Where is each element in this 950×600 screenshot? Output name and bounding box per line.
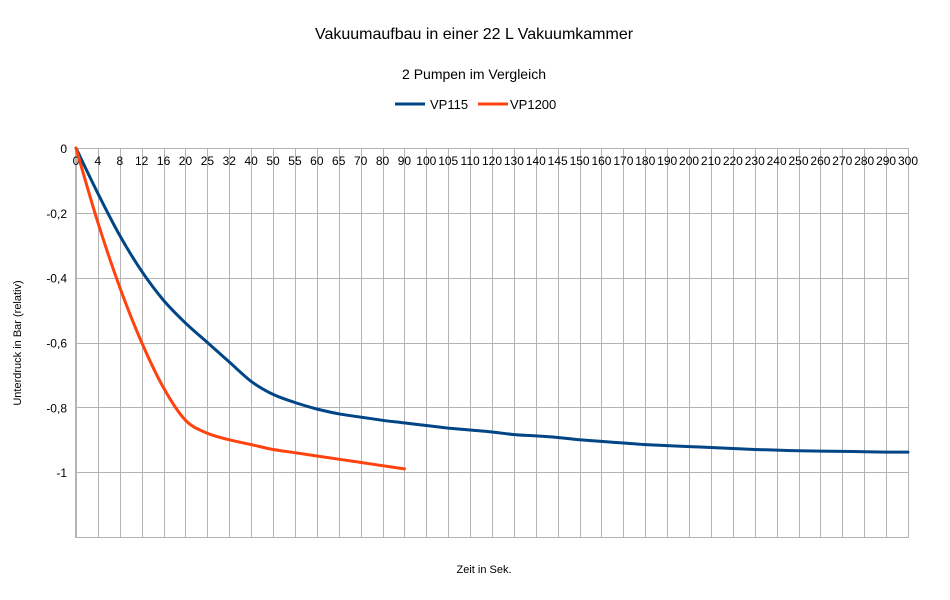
x-tick-label: 110 [461,154,480,168]
y-tick-label: -1 [56,466,67,480]
y-tick-label: -0,8 [46,401,67,415]
x-tick-label: 70 [354,154,368,168]
x-tick-labels: 0 4 8 12 16 20 25 32 40 50 55 60 65 70 80 90 100 105 110 12… [73,154,919,168]
x-tick-label: 80 [376,154,390,168]
y-tick-label: -0,4 [46,272,67,286]
x-tick-label: 25 [201,154,215,168]
x-tick-label: 12 [135,154,149,168]
x-tick-label: 250 [789,154,809,168]
x-tick-label: 105 [438,154,458,168]
x-tick-label: 190 [657,154,677,168]
x-axis-label: Zeit in Sek. [456,564,511,576]
x-tick-label: 220 [723,154,743,168]
x-tick-label: 120 [482,154,502,168]
x-tick-label: 8 [116,154,123,168]
x-tick-label: 90 [398,154,412,168]
x-tick-label: 40 [244,154,258,168]
x-tick-label: 65 [332,154,346,168]
legend: VP115 VP1200 [395,97,556,112]
y-tick-label: -0,6 [46,337,67,351]
x-tick-label: 0 [73,154,80,168]
y-tick-label: 0 [60,142,67,156]
x-tick-label: 260 [810,154,830,168]
chart-title: Vakuumaufbau in einer 22 L Vakuumkammer [315,26,634,43]
x-tick-label: 145 [548,154,568,168]
x-tick-label: 20 [179,154,193,168]
x-tick-label: 210 [701,154,721,168]
x-tick-label: 180 [635,154,655,168]
x-tick-label: 300 [898,154,918,168]
chart-subtitle: 2 Pumpen im Vergleich [402,66,546,82]
grid [76,148,909,538]
x-tick-label: 290 [876,154,896,168]
x-tick-label: 4 [95,154,102,168]
y-tick-labels: 0 -0,2 -0,4 -0,6 -0,8 -1 [46,142,67,480]
x-tick-label: 32 [223,154,237,168]
x-tick-label: 130 [504,154,524,168]
x-tick-label: 200 [679,154,699,168]
series-line-vp115 [74,146,910,454]
x-tick-label: 140 [526,154,546,168]
x-tick-label: 160 [591,154,611,168]
y-tick-label: -0,2 [46,207,67,221]
legend-label-vp1200: VP1200 [510,97,556,112]
legend-label-vp115: VP115 [430,97,468,112]
x-tick-label: 150 [570,154,590,168]
x-tick-label: 170 [613,154,633,168]
x-tick-label: 50 [266,154,280,168]
x-tick-label: 60 [310,154,324,168]
x-tick-label: 100 [416,154,436,168]
y-axis-label: Unterdruck in Bar (relativ) [12,280,24,405]
x-tick-label: 16 [157,154,171,168]
x-tick-label: 270 [832,154,852,168]
plot-area-border [75,148,909,538]
x-tick-label: 280 [854,154,874,168]
x-tick-label: 240 [767,154,787,168]
x-tick-label: 55 [288,154,302,168]
series-lines [74,146,910,471]
x-tick-label: 230 [745,154,765,168]
series-line-vp1200 [74,146,406,471]
